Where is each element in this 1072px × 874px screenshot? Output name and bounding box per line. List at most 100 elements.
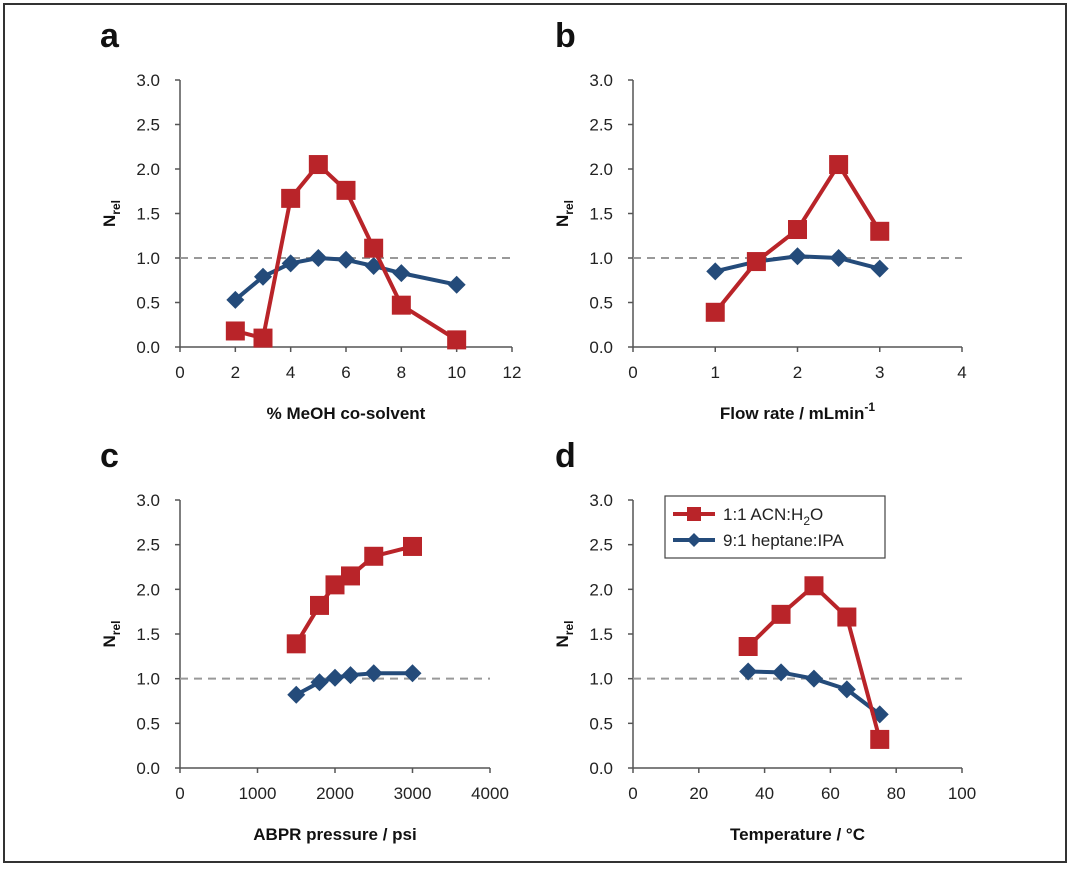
y-tick-label: 0.5 <box>136 294 160 313</box>
data-point-diamond <box>837 680 856 699</box>
x-tick-label: 4000 <box>471 784 509 803</box>
legend: 1:1 ACN:H2O 9:1 heptane:IPA <box>664 495 886 559</box>
data-point-square <box>837 607 857 627</box>
y-tick-label: 0.0 <box>136 759 160 778</box>
y-tick-label: 3.0 <box>589 491 613 510</box>
y-axis-label: Nrel <box>553 200 576 227</box>
data-point-square <box>253 328 273 348</box>
y-tick-label: 1.5 <box>589 625 613 644</box>
y-tick-label: 1.0 <box>136 670 160 689</box>
data-point-square <box>281 188 301 208</box>
data-point-square <box>447 330 467 350</box>
chart-panel-a: a 0.0 0.5 1.0 1.5 2.0 2.5 3.0 0 2 4 6 8 10 12 Nrel % MeO… <box>100 17 521 423</box>
data-point-diamond <box>310 673 329 692</box>
x-tick-label: 20 <box>689 784 708 803</box>
data-point-diamond <box>364 664 383 683</box>
x-tick-label: 3000 <box>394 784 432 803</box>
data-point-diamond <box>739 662 758 681</box>
y-tick-label: 1.5 <box>589 205 613 224</box>
y-tick-label: 0.0 <box>136 338 160 357</box>
data-point-diamond <box>281 254 300 273</box>
data-point-diamond <box>392 264 411 283</box>
x-tick-label: 60 <box>821 784 840 803</box>
x-tick-label: 0 <box>628 363 637 382</box>
data-point-square <box>738 637 758 657</box>
x-tick-label: 2 <box>231 363 240 382</box>
data-point-square <box>364 238 384 258</box>
x-axis-label: ABPR pressure / psi <box>253 825 416 844</box>
x-tick-label: 1000 <box>239 784 277 803</box>
y-tick-label: 2.0 <box>136 160 160 179</box>
y-axis-label: Nrel <box>553 621 576 648</box>
y-tick-label: 1.0 <box>136 249 160 268</box>
x-tick-label: 0 <box>175 784 184 803</box>
legend-marker-diamond <box>687 533 701 547</box>
data-point-diamond <box>403 664 422 683</box>
y-tick-label: 3.0 <box>136 71 160 90</box>
data-point-square <box>870 221 890 241</box>
y-tick-label: 2.5 <box>136 536 160 555</box>
y-tick-label: 2.5 <box>589 536 613 555</box>
data-point-square <box>829 155 849 175</box>
figure-border <box>3 3 1067 863</box>
data-point-diamond <box>870 259 889 278</box>
x-tick-label: 100 <box>948 784 976 803</box>
y-tick-label: 0.5 <box>136 714 160 733</box>
x-tick-label: 4 <box>286 363 295 382</box>
x-tick-label: 10 <box>447 363 466 382</box>
data-point-diamond <box>829 249 848 267</box>
x-tick-label: 2 <box>793 363 802 382</box>
x-tick-label: 12 <box>503 363 522 382</box>
data-point-square <box>364 546 384 566</box>
panel-letter: d <box>555 437 576 475</box>
data-point-square <box>403 536 422 556</box>
data-point-diamond <box>788 247 807 266</box>
data-point-square <box>225 321 245 341</box>
x-tick-label: 80 <box>887 784 906 803</box>
panel-letter: b <box>555 17 576 55</box>
data-point-diamond <box>309 249 328 267</box>
y-tick-label: 1.5 <box>136 205 160 224</box>
data-point-diamond <box>804 669 823 688</box>
data-point-square <box>705 302 725 322</box>
legend-marker-square <box>687 507 701 521</box>
y-tick-label: 3.0 <box>589 71 613 90</box>
legend-label-acn: 1:1 ACN:H2O <box>723 505 823 528</box>
x-axis-label: Temperature / °C <box>730 825 865 844</box>
y-tick-label: 2.0 <box>589 580 613 599</box>
x-tick-label: 1 <box>711 363 720 382</box>
y-tick-label: 0.0 <box>589 338 613 357</box>
data-point-square <box>788 220 807 240</box>
legend-box <box>664 495 886 559</box>
y-tick-label: 1.0 <box>589 670 613 689</box>
chart-panel-b: b 0.0 0.5 1.0 1.5 2.0 2.5 3.0 0 1 2 3 4 Nrel Flow rate… <box>553 17 967 423</box>
data-point-square <box>310 595 329 615</box>
x-tick-label: 8 <box>397 363 406 382</box>
data-point-diamond <box>706 262 725 281</box>
y-axis-label: Nrel <box>100 621 123 648</box>
data-point-square <box>870 729 890 749</box>
data-point-diamond <box>326 668 344 687</box>
y-tick-label: 1.5 <box>136 625 160 644</box>
y-tick-label: 0.0 <box>589 759 613 778</box>
panel-letter: a <box>100 17 120 55</box>
x-tick-label: 3 <box>875 363 884 382</box>
data-point-square <box>325 575 345 595</box>
panel-letter: c <box>100 437 119 475</box>
data-point-square <box>341 566 360 586</box>
y-tick-label: 0.5 <box>589 714 613 733</box>
data-point-square <box>336 180 356 200</box>
chart-panel-c: c 0.0 0.5 1.0 1.5 2.0 2.5 3.0 0 1000 2000 3000 4000 N… <box>100 437 509 844</box>
data-point-diamond <box>772 663 791 682</box>
x-axis-label: % MeOH co-solvent <box>267 404 426 423</box>
x-axis-label: Flow rate / mLmin-1 <box>720 400 876 423</box>
chart-panel-d: d 0.0 0.5 1.0 1.5 2.0 2.5 3.0 0 20 40 60 80 100 Nrel Te… <box>553 437 976 844</box>
x-tick-label: 0 <box>175 363 184 382</box>
x-tick-label: 40 <box>755 784 774 803</box>
data-point-diamond <box>287 685 306 704</box>
data-point-square <box>308 155 328 175</box>
data-point-square <box>804 576 824 596</box>
data-point-diamond <box>226 290 245 309</box>
